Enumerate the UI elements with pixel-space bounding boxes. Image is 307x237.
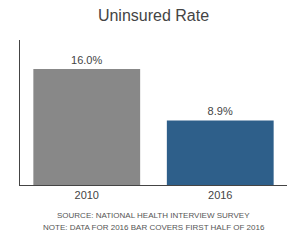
svg-text:SOURCE: NATIONAL HEALTH INTERV: SOURCE: NATIONAL HEALTH INTERVIEW SURVEY [57, 211, 250, 220]
svg-text:Uninsured Rate: Uninsured Rate [98, 7, 209, 24]
svg-text:16.0%: 16.0% [71, 54, 102, 66]
svg-text:2016: 2016 [208, 189, 232, 201]
svg-text:2010: 2010 [75, 189, 99, 201]
svg-text:8.9%: 8.9% [208, 105, 233, 117]
svg-text:NOTE: DATA FOR 2016 BAR COVERS: NOTE: DATA FOR 2016 BAR COVERS FIRST HAL… [43, 223, 265, 232]
